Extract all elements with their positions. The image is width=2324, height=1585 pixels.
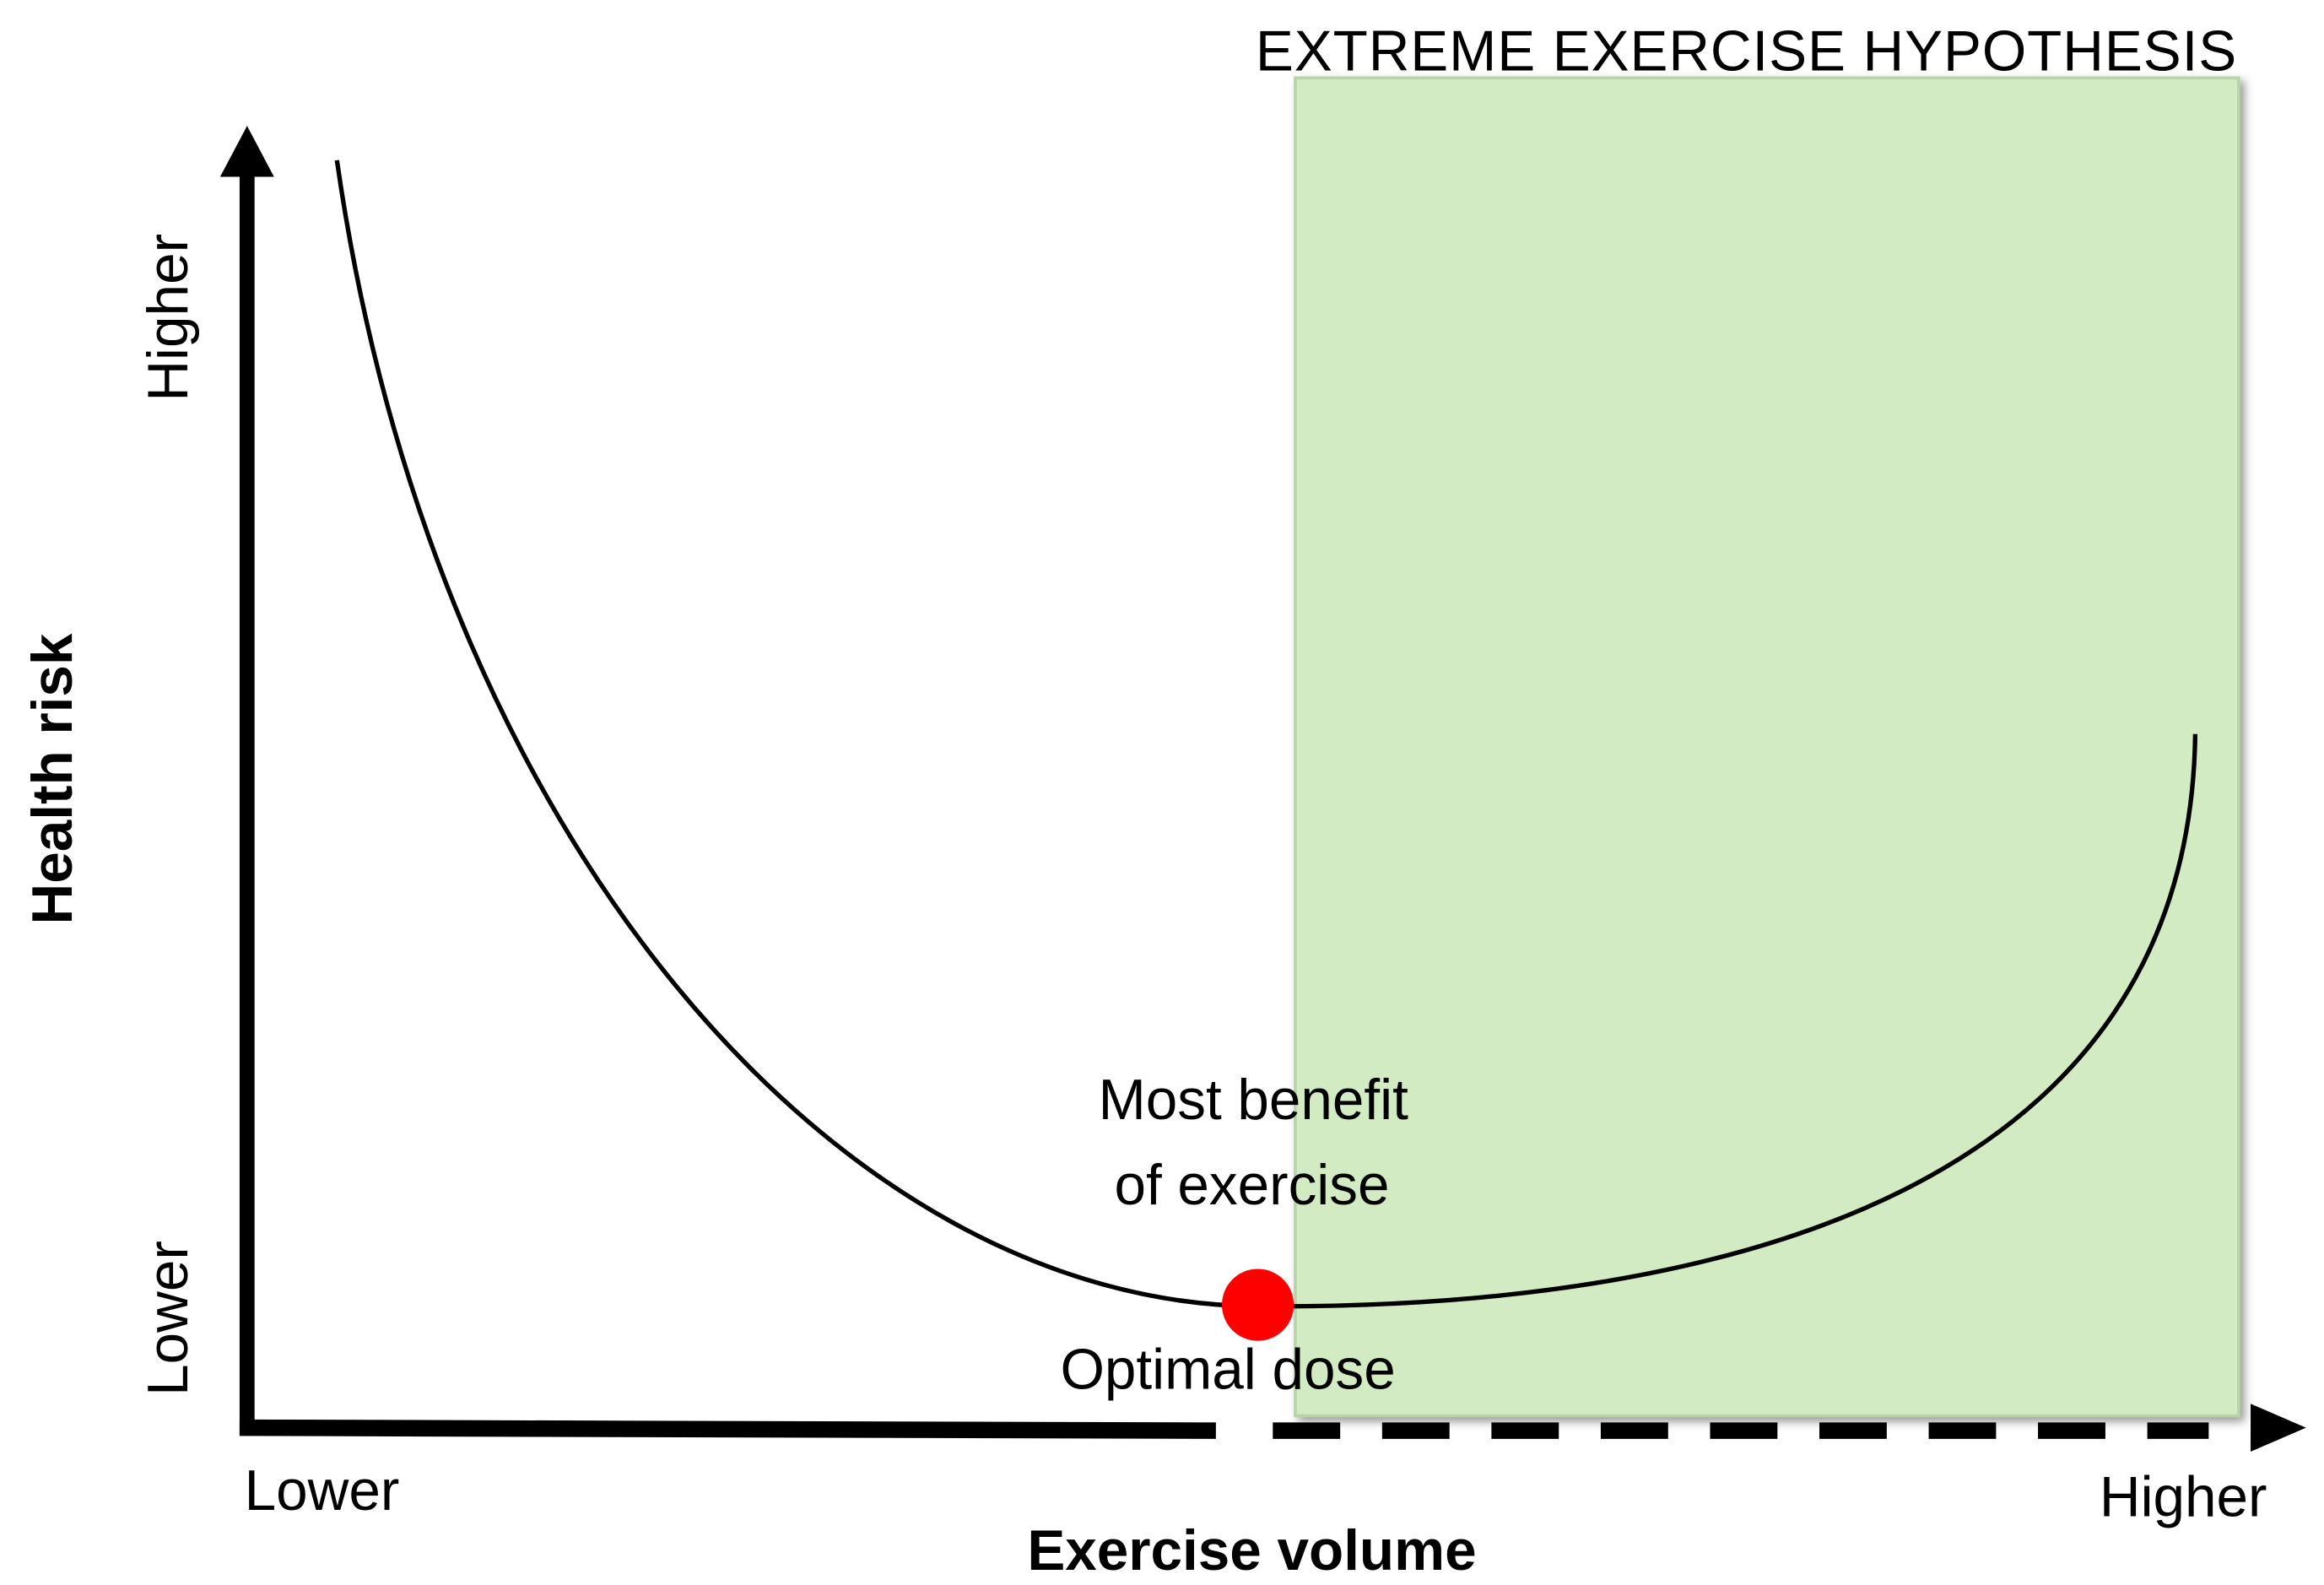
y-high-label: Higher — [137, 234, 200, 402]
zone-title: EXTREME EXERCISE HYPOTHESIS — [1256, 19, 2236, 83]
x-axis — [239, 1419, 1216, 1439]
extreme-zone — [1294, 76, 2240, 1418]
annotation-line: of exercise — [1114, 1154, 1389, 1217]
x-axis-title: Exercise volume — [1027, 1519, 1476, 1582]
y-low-label: Lower — [137, 1241, 200, 1396]
annotation-line: Most benefit — [1099, 1068, 1409, 1132]
optimal-point — [1221, 1269, 1294, 1341]
x-axis-arrow — [2251, 1404, 2306, 1452]
y-axis-title: Health risk — [21, 633, 84, 924]
optimal-dose-label: Optimal dose — [1060, 1338, 1395, 1401]
risk-curve — [334, 160, 2198, 1309]
y-axis-arrow — [219, 126, 274, 177]
x-high-label: Higher — [2100, 1465, 2267, 1528]
x-low-label: Lower — [245, 1459, 400, 1523]
